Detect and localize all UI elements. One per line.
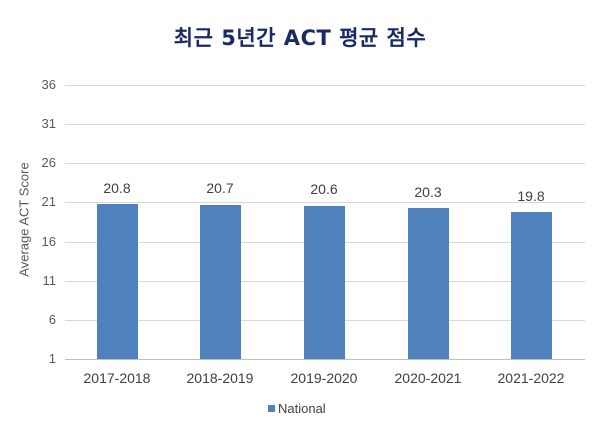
legend: National (268, 401, 326, 416)
x-axis-line (65, 359, 585, 360)
y-tick: 6 (48, 312, 56, 327)
x-tick: 2021-2022 (497, 370, 565, 386)
y-tick: 31 (41, 116, 56, 131)
bar-2019-2020 (304, 206, 345, 359)
gridline (65, 85, 585, 86)
x-tick: 2019-2020 (290, 370, 358, 386)
chart-title: 최근 5년간 ACT 평균 점수 (173, 26, 427, 50)
bar-value-label: 20.7 (206, 180, 234, 196)
y-tick: 21 (41, 194, 56, 209)
bar-2017-2018 (97, 204, 138, 359)
legend-swatch-icon (268, 405, 275, 412)
y-tick: 26 (41, 155, 56, 170)
y-axis-label: Average ACT Score (16, 162, 32, 277)
y-tick: 16 (41, 234, 56, 249)
x-tick: 2020-2021 (394, 370, 462, 386)
legend-label: National (278, 401, 326, 416)
x-tick: 2017-2018 (83, 370, 151, 386)
gridline (65, 124, 585, 125)
bar-value-label: 20.3 (414, 184, 442, 200)
bar-value-label: 20.6 (310, 181, 338, 197)
bar-2021-2022 (511, 212, 552, 359)
y-tick: 11 (42, 273, 57, 288)
plot-area: 20.8 20.7 20.6 20.3 19.8 (65, 85, 585, 360)
gridline (65, 202, 585, 203)
x-tick: 2018-2019 (186, 370, 254, 386)
bar-2020-2021 (408, 208, 449, 359)
gridline (65, 163, 585, 164)
bar-2018-2019 (200, 205, 241, 359)
bar-value-label: 19.8 (517, 188, 545, 204)
bar-value-label: 20.8 (103, 180, 131, 196)
y-tick: 36 (41, 77, 56, 92)
y-tick: 1 (48, 351, 56, 366)
